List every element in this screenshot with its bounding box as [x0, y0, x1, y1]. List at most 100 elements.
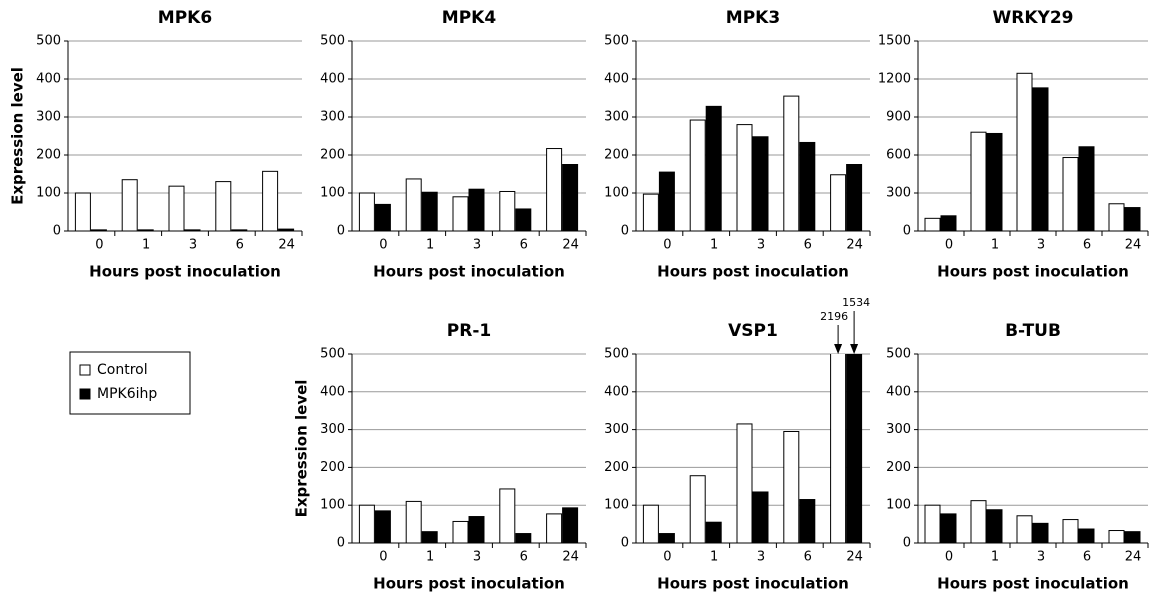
bar	[986, 509, 1003, 543]
bar	[830, 354, 847, 543]
bar	[924, 504, 941, 543]
chart-title: B-TUB	[1005, 321, 1061, 341]
bar	[421, 191, 438, 231]
legend-swatch	[79, 364, 91, 376]
bar	[783, 95, 800, 231]
bar	[499, 488, 516, 543]
bar	[358, 192, 375, 231]
legend-box	[69, 351, 191, 415]
bar	[1108, 530, 1125, 543]
bar	[231, 229, 248, 231]
x-tick-label: 3	[757, 550, 765, 565]
x-tick-label: 0	[663, 550, 671, 565]
bar	[1032, 522, 1049, 543]
x-tick-label: 3	[189, 238, 197, 253]
y-tick-label: 0	[903, 224, 911, 239]
bar	[799, 499, 816, 543]
chart-title: MPK4	[442, 8, 497, 28]
bar	[262, 170, 279, 231]
bar	[799, 141, 816, 231]
y-tick-label: 200	[320, 460, 345, 475]
y-tick-label: 0	[337, 536, 345, 551]
y-tick-label: 500	[886, 347, 911, 362]
bar	[421, 531, 438, 543]
bar	[705, 521, 722, 543]
x-tick-label: 3	[473, 238, 481, 253]
x-axis-label: Hours post inoculation	[937, 575, 1129, 593]
x-tick-label: 24	[1125, 550, 1142, 565]
y-tick-label: 300	[320, 110, 345, 125]
y-tick-label: 300	[36, 110, 61, 125]
bar	[705, 105, 722, 231]
y-tick-label: 0	[903, 536, 911, 551]
bar	[642, 193, 659, 231]
arrow-head	[834, 344, 843, 354]
x-tick-label: 0	[663, 238, 671, 253]
x-tick-label: 1	[426, 238, 434, 253]
x-tick-label: 1	[142, 238, 150, 253]
bar	[121, 179, 138, 231]
y-tick-label: 100	[36, 186, 61, 201]
y-tick-label: 500	[604, 347, 629, 362]
y-tick-label: 200	[36, 148, 61, 163]
y-tick-label: 400	[320, 384, 345, 399]
bar	[468, 516, 485, 543]
x-axis-label: Hours post inoculation	[937, 263, 1129, 281]
bar	[74, 192, 91, 231]
bar	[562, 164, 579, 231]
y-tick-label: 0	[621, 224, 629, 239]
bar	[452, 196, 469, 231]
bar	[168, 185, 185, 231]
bar	[90, 229, 107, 231]
bar	[1062, 157, 1079, 231]
bar	[924, 217, 941, 231]
y-tick-label: 200	[604, 460, 629, 475]
x-tick-label: 6	[1083, 238, 1091, 253]
y-tick-label: 300	[886, 422, 911, 437]
value-label: 1534	[842, 296, 870, 309]
x-axis-label: Hours post inoculation	[373, 575, 565, 593]
y-axis-label: Expression level	[9, 67, 27, 205]
bar	[1124, 531, 1141, 543]
bar	[736, 423, 753, 543]
bar	[658, 533, 675, 543]
bar	[830, 174, 847, 231]
bar	[468, 188, 485, 231]
y-tick-label: 0	[53, 224, 61, 239]
bar	[1062, 519, 1079, 543]
y-tick-label: 400	[320, 72, 345, 87]
y-tick-label: 200	[604, 148, 629, 163]
y-tick-label: 100	[320, 186, 345, 201]
bar	[1016, 515, 1033, 543]
y-tick-label: 900	[886, 110, 911, 125]
value-label: 2196	[820, 310, 848, 323]
x-tick-label: 24	[278, 238, 295, 253]
legend-label: Control	[97, 362, 148, 378]
x-tick-label: 1	[710, 238, 718, 253]
chart-title: MPK3	[726, 8, 780, 28]
x-axis-label: Hours post inoculation	[657, 575, 849, 593]
bar	[940, 215, 957, 231]
x-tick-label: 6	[1083, 550, 1091, 565]
y-tick-label: 200	[320, 148, 345, 163]
y-tick-label: 500	[604, 34, 629, 49]
bar	[736, 124, 753, 231]
bar	[278, 228, 295, 231]
bar	[546, 148, 563, 231]
x-tick-label: 3	[757, 238, 765, 253]
x-tick-label: 1	[426, 550, 434, 565]
y-axis-label: Expression level	[293, 380, 311, 518]
y-tick-label: 500	[36, 34, 61, 49]
chart-title: WRKY29	[993, 8, 1074, 28]
x-axis-label: Hours post inoculation	[373, 263, 565, 281]
bar	[1124, 207, 1141, 231]
bar	[137, 229, 154, 231]
y-tick-label: 300	[320, 422, 345, 437]
y-tick-label: 100	[604, 498, 629, 513]
x-tick-label: 24	[846, 550, 863, 565]
bar	[405, 500, 422, 543]
bar	[1078, 146, 1095, 231]
bar	[405, 178, 422, 231]
y-tick-label: 600	[886, 148, 911, 163]
x-tick-label: 3	[1037, 550, 1045, 565]
